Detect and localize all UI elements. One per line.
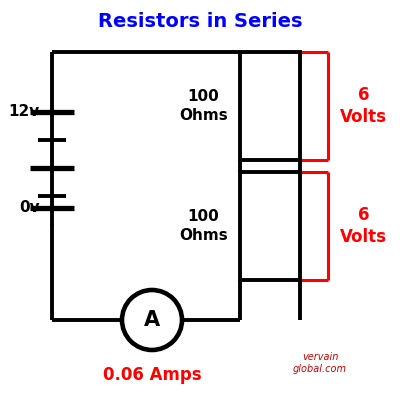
Text: 12v: 12v [9, 104, 40, 120]
Text: 6
Volts: 6 Volts [340, 86, 387, 126]
Text: vervain: vervain [302, 352, 338, 362]
Text: A: A [144, 310, 160, 330]
Text: global.com: global.com [293, 364, 347, 374]
Text: 0.06 Amps: 0.06 Amps [103, 366, 201, 384]
Text: Resistors in Series: Resistors in Series [98, 12, 302, 31]
Text: 6
Volts: 6 Volts [340, 206, 387, 246]
Bar [240, 172, 300, 280]
Bar [240, 52, 300, 160]
Text: 100
Ohms: 100 Ohms [179, 209, 228, 243]
Circle shape [122, 290, 182, 350]
Text: 100
Ohms: 100 Ohms [179, 89, 228, 123]
Text: 0v: 0v [19, 200, 40, 216]
